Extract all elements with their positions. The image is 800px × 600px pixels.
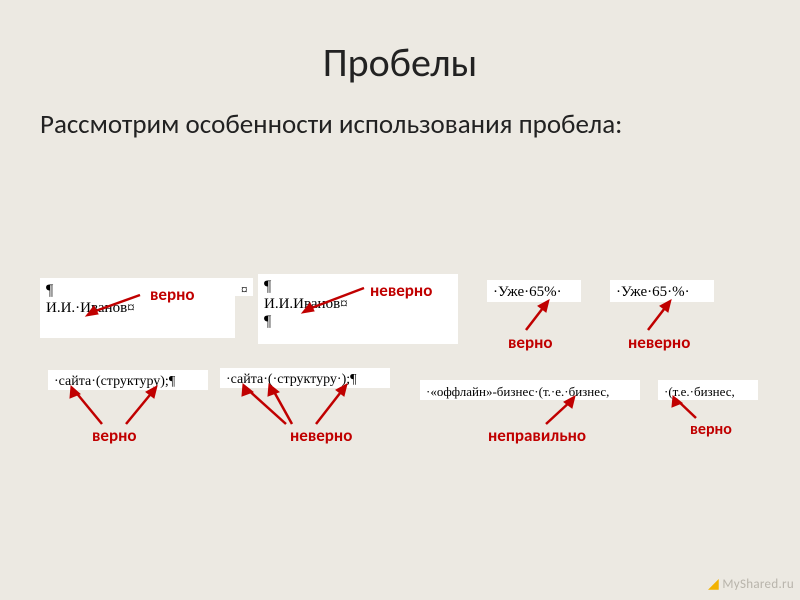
arrow-ex4 bbox=[640, 298, 680, 334]
label-ex2: неверно bbox=[370, 280, 432, 301]
arrow-ex5b bbox=[120, 384, 170, 430]
label-ex4: неверно bbox=[628, 332, 690, 353]
watermark-text: MyShared.ru bbox=[722, 577, 794, 592]
arrow-ex7 bbox=[540, 394, 584, 428]
arrow-ex2 bbox=[296, 282, 374, 316]
label-ex1: верно bbox=[150, 284, 195, 305]
label-ex3: верно bbox=[508, 332, 553, 353]
arrow-ex1 bbox=[80, 287, 150, 319]
page-title: Пробелы bbox=[0, 38, 800, 87]
subtitle-text: Рассмотрим особенности использования про… bbox=[40, 108, 760, 142]
watermark-icon: ◢ bbox=[708, 575, 719, 592]
arrow-ex3 bbox=[518, 298, 558, 334]
arrow-ex6c bbox=[310, 382, 360, 430]
label-ex8: верно bbox=[690, 420, 732, 439]
label-ex7: неправильно bbox=[488, 425, 586, 446]
arrow-ex5a bbox=[62, 384, 112, 430]
example-7: ·«оффлайн»-бизнес·(т.·е.·бизнес, bbox=[420, 380, 640, 400]
watermark: ◢ MyShared.ru bbox=[708, 575, 794, 592]
example-1-corner: ¤ bbox=[235, 278, 253, 296]
arrow-ex8 bbox=[668, 394, 704, 422]
arrow-ex6b bbox=[262, 382, 308, 430]
